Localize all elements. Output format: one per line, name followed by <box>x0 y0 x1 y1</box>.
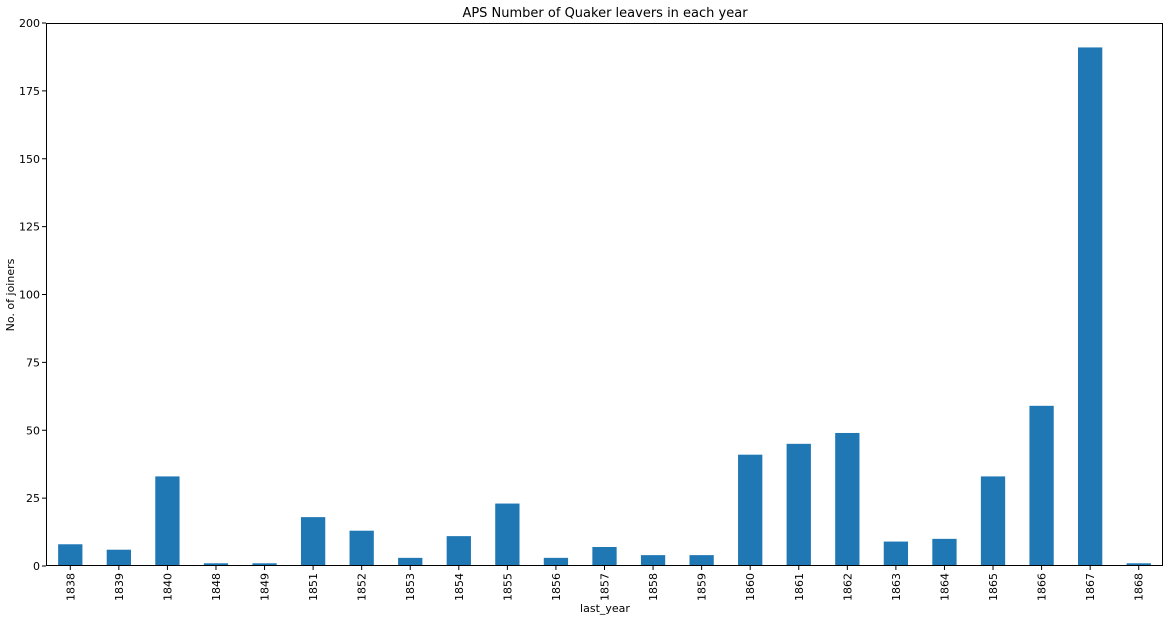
x-tick-label: 1867 <box>1084 573 1097 601</box>
x-tick-label: 1868 <box>1133 573 1146 601</box>
bar-1867 <box>1078 47 1103 567</box>
bar-1853 <box>398 557 423 566</box>
x-tick-label: 1861 <box>793 573 806 601</box>
x-tick-label: 1866 <box>1036 573 1049 601</box>
bar-1849 <box>252 563 277 566</box>
x-tick-label: 1856 <box>550 573 563 601</box>
bar-1863 <box>883 541 909 566</box>
y-tick-label: 50 <box>26 424 40 437</box>
y-tick-label: 150 <box>19 153 40 166</box>
bar-1856 <box>543 557 569 566</box>
x-tick-label: 1848 <box>210 573 223 601</box>
bar-1851 <box>300 517 326 566</box>
y-tick-label: 125 <box>19 221 40 234</box>
bar-1858 <box>640 555 666 566</box>
y-axis-label: No. of joiners <box>4 258 17 331</box>
bar-1848 <box>203 563 229 566</box>
x-tick-label: 1838 <box>64 573 77 601</box>
y-tick-label: 75 <box>26 356 40 369</box>
x-tick-label: 1857 <box>599 573 612 601</box>
x-axis: 1838 1839 1840 1848 1849 1851 1852 1853 1854 1855… <box>64 566 1146 601</box>
bar-1840 <box>155 476 180 566</box>
bar-1860 <box>738 454 763 566</box>
x-tick-label: 1863 <box>890 573 903 601</box>
bar-1852 <box>349 530 374 566</box>
bar-1864 <box>932 538 957 566</box>
y-tick-label: 200 <box>19 17 40 30</box>
y-tick-label: 25 <box>26 492 40 505</box>
bar-1857 <box>592 546 617 566</box>
bar-1866 <box>1029 405 1054 566</box>
y-tick-label: 0 <box>33 560 40 573</box>
x-tick-label: 1865 <box>987 573 1000 601</box>
y-tick-label: 100 <box>19 289 40 302</box>
x-tick-label: 1849 <box>259 573 272 601</box>
x-tick-label: 1860 <box>744 573 757 601</box>
x-tick-label: 1858 <box>647 573 660 601</box>
bar-1865 <box>980 476 1006 566</box>
x-tick-label: 1854 <box>453 573 466 601</box>
y-axis: 0 25 50 75 100 125 150 175 200 <box>19 17 46 573</box>
bar-1854 <box>446 536 471 566</box>
bar-1839 <box>106 549 131 566</box>
plot-frame <box>46 23 1163 566</box>
x-tick-label: 1852 <box>356 573 369 601</box>
x-tick-label: 1853 <box>404 573 417 601</box>
x-tick-label: 1839 <box>113 573 126 601</box>
bar-1862 <box>835 432 860 566</box>
bar-1868 <box>1126 563 1151 566</box>
y-tick-label: 175 <box>19 85 40 98</box>
bar-1861 <box>786 443 811 566</box>
bars-group <box>58 47 1151 567</box>
x-axis-label: last_year <box>580 602 630 615</box>
x-tick-label: 1840 <box>161 573 174 601</box>
x-tick-label: 1864 <box>938 573 951 601</box>
chart-title: APS Number of Quaker leavers in each yea… <box>462 6 748 21</box>
x-tick-label: 1851 <box>307 573 320 601</box>
x-tick-label: 1855 <box>501 573 514 601</box>
bar-1838 <box>58 544 83 566</box>
bar-1855 <box>495 503 520 566</box>
x-tick-label: 1862 <box>841 573 854 601</box>
bar-1859 <box>689 555 714 566</box>
x-tick-label: 1859 <box>696 573 709 601</box>
